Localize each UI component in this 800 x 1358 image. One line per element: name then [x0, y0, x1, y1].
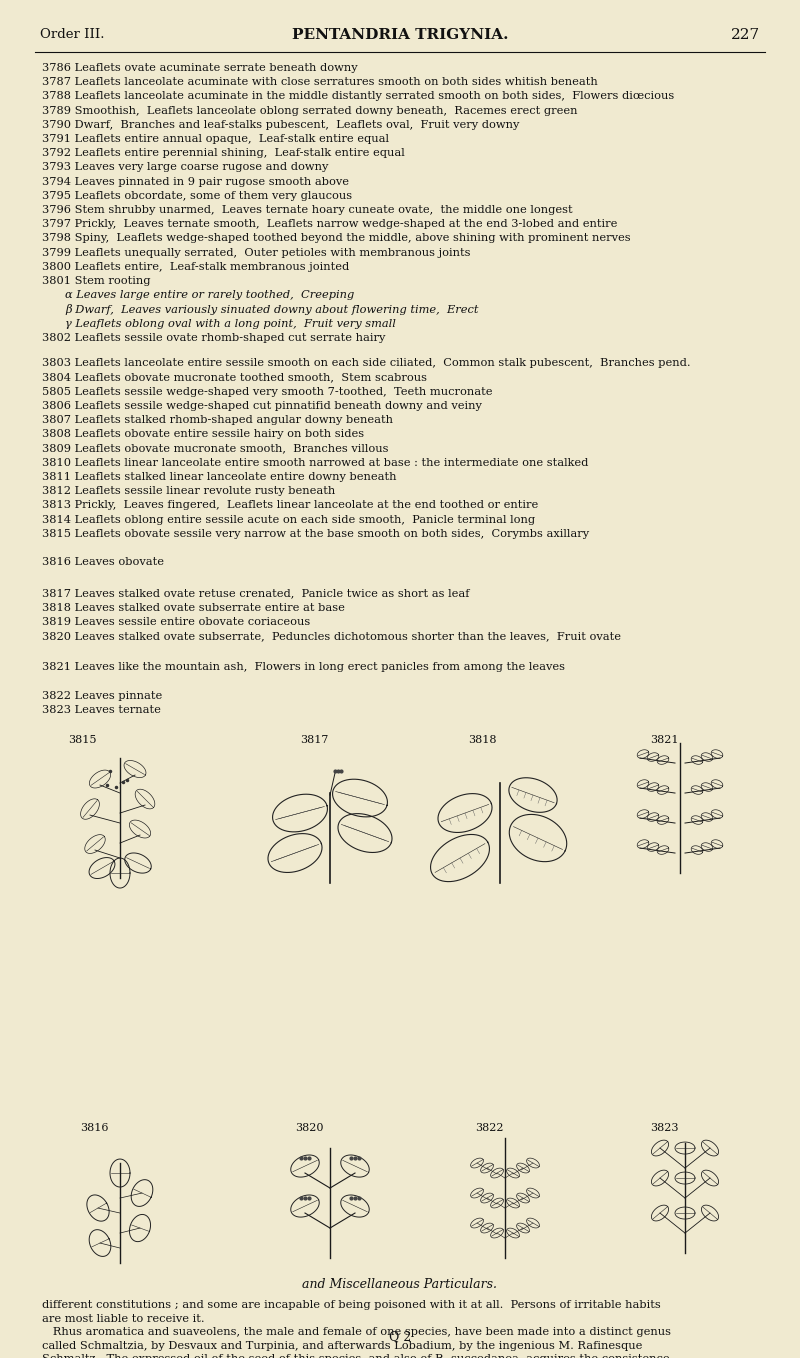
Text: 3801 Stem rooting: 3801 Stem rooting [42, 276, 150, 287]
Text: 3809 Leaflets obovate mucronate smooth,  Branches villous: 3809 Leaflets obovate mucronate smooth, … [42, 444, 389, 454]
Text: 3807 Leaflets stalked rhomb-shaped angular downy beneath: 3807 Leaflets stalked rhomb-shaped angul… [42, 416, 393, 425]
Text: Schmaltz.  The expressed oil of the seed of this species, and also of R. succeda: Schmaltz. The expressed oil of the seed … [42, 1354, 670, 1358]
Text: 3796 Stem shrubby unarmed,  Leaves ternate hoary cuneate ovate,  the middle one : 3796 Stem shrubby unarmed, Leaves ternat… [42, 205, 573, 215]
Text: 3813 Prickly,  Leaves fingered,  Leaflets linear lanceolate at the end toothed o: 3813 Prickly, Leaves fingered, Leaflets … [42, 500, 538, 511]
Text: 3792 Leaflets entire perennial shining,  Leaf-stalk entire equal: 3792 Leaflets entire perennial shining, … [42, 148, 405, 158]
Text: 3810 Leaflets linear lanceolate entire smooth narrowed at base : the intermediat: 3810 Leaflets linear lanceolate entire s… [42, 458, 588, 467]
Text: 3817: 3817 [300, 735, 328, 746]
Text: 3814 Leaflets oblong entire sessile acute on each side smooth,  Panicle terminal: 3814 Leaflets oblong entire sessile acut… [42, 515, 535, 524]
Text: 3803 Leaflets lanceolate entire sessile smooth on each side ciliated,  Common st: 3803 Leaflets lanceolate entire sessile … [42, 359, 690, 368]
Text: 3821: 3821 [650, 735, 678, 746]
Text: 3787 Leaflets lanceolate acuminate with close serratures smooth on both sides wh: 3787 Leaflets lanceolate acuminate with … [42, 77, 598, 87]
Text: 3816: 3816 [80, 1123, 109, 1133]
Text: 3797 Prickly,  Leaves ternate smooth,  Leaflets narrow wedge-shaped at the end 3: 3797 Prickly, Leaves ternate smooth, Lea… [42, 219, 618, 230]
Text: 3821 Leaves like the mountain ash,  Flowers in long erect panicles from among th: 3821 Leaves like the mountain ash, Flowe… [42, 663, 565, 672]
Text: 227: 227 [731, 29, 760, 42]
Text: 3804 Leaflets obovate mucronate toothed smooth,  Stem scabrous: 3804 Leaflets obovate mucronate toothed … [42, 372, 427, 383]
Text: 3815: 3815 [68, 735, 97, 746]
Text: 3818: 3818 [468, 735, 497, 746]
Text: different constitutions ; and some are incapable of being poisoned with it at al: different constitutions ; and some are i… [42, 1300, 661, 1310]
Text: 3808 Leaflets obovate entire sessile hairy on both sides: 3808 Leaflets obovate entire sessile hai… [42, 429, 364, 440]
Text: 3823 Leaves ternate: 3823 Leaves ternate [42, 705, 161, 714]
Text: α Leaves large entire or rarely toothed,  Creeping: α Leaves large entire or rarely toothed,… [65, 291, 354, 300]
Text: 3817 Leaves stalked ovate retuse crenated,  Panicle twice as short as leaf: 3817 Leaves stalked ovate retuse crenate… [42, 588, 470, 599]
Text: 3793 Leaves very large coarse rugose and downy: 3793 Leaves very large coarse rugose and… [42, 163, 328, 172]
Text: 3786 Leaflets ovate acuminate serrate beneath downy: 3786 Leaflets ovate acuminate serrate be… [42, 62, 358, 73]
Text: 5805 Leaflets sessile wedge-shaped very smooth 7-toothed,  Teeth mucronate: 5805 Leaflets sessile wedge-shaped very … [42, 387, 493, 397]
Text: 3802 Leaflets sessile ovate rhomb-shaped cut serrate hairy: 3802 Leaflets sessile ovate rhomb-shaped… [42, 333, 386, 342]
Text: are most liable to receive it.: are most liable to receive it. [42, 1313, 205, 1324]
Text: Order III.: Order III. [40, 29, 105, 41]
Text: PENTANDRIA TRIGYNIA.: PENTANDRIA TRIGYNIA. [292, 29, 508, 42]
Text: 3816 Leaves obovate: 3816 Leaves obovate [42, 557, 164, 568]
Text: called Schmaltzia, by Desvaux and Turpinia, and afterwards Lobadium, by the inge: called Schmaltzia, by Desvaux and Turpin… [42, 1340, 642, 1351]
Text: Rhus aromatica and suaveolens, the male and female of one species, have been mad: Rhus aromatica and suaveolens, the male … [42, 1327, 671, 1338]
Text: 3819 Leaves sessile entire obovate coriaceous: 3819 Leaves sessile entire obovate coria… [42, 617, 310, 627]
Text: 3788 Leaflets lanceolate acuminate in the middle distantly serrated smooth on bo: 3788 Leaflets lanceolate acuminate in th… [42, 91, 674, 102]
Text: 3795 Leaflets obcordate, some of them very glaucous: 3795 Leaflets obcordate, some of them ve… [42, 191, 352, 201]
Text: 3812 Leaflets sessile linear revolute rusty beneath: 3812 Leaflets sessile linear revolute ru… [42, 486, 335, 496]
Text: 3818 Leaves stalked ovate subserrate entire at base: 3818 Leaves stalked ovate subserrate ent… [42, 603, 345, 612]
Text: γ Leaflets oblong oval with a long point,  Fruit very small: γ Leaflets oblong oval with a long point… [65, 319, 396, 329]
Text: 3823: 3823 [650, 1123, 678, 1133]
Text: 3806 Leaflets sessile wedge-shaped cut pinnatifid beneath downy and veiny: 3806 Leaflets sessile wedge-shaped cut p… [42, 401, 482, 411]
Text: 3822: 3822 [475, 1123, 503, 1133]
Text: 3800 Leaflets entire,  Leaf-stalk membranous jointed: 3800 Leaflets entire, Leaf-stalk membran… [42, 262, 350, 272]
Text: 3815 Leaflets obovate sessile very narrow at the base smooth on both sides,  Cor: 3815 Leaflets obovate sessile very narro… [42, 528, 589, 539]
Text: 3820 Leaves stalked ovate subserrate,  Peduncles dichotomous shorter than the le: 3820 Leaves stalked ovate subserrate, Pe… [42, 631, 621, 641]
Text: β Dwarf,  Leaves variously sinuated downy about flowering time,  Erect: β Dwarf, Leaves variously sinuated downy… [65, 304, 478, 315]
Text: 3799 Leaflets unequally serrated,  Outer petioles with membranous joints: 3799 Leaflets unequally serrated, Outer … [42, 247, 470, 258]
Text: 3820: 3820 [295, 1123, 323, 1133]
Text: 3794 Leaves pinnated in 9 pair rugose smooth above: 3794 Leaves pinnated in 9 pair rugose sm… [42, 177, 349, 186]
Text: 3811 Leaflets stalked linear lanceolate entire downy beneath: 3811 Leaflets stalked linear lanceolate … [42, 473, 397, 482]
Text: and Miscellaneous Particulars.: and Miscellaneous Particulars. [302, 1278, 498, 1291]
Text: 3798 Spiny,  Leaflets wedge-shaped toothed beyond the middle, above shining with: 3798 Spiny, Leaflets wedge-shaped toothe… [42, 234, 630, 243]
Text: Q 2: Q 2 [389, 1329, 411, 1343]
Text: 3822 Leaves pinnate: 3822 Leaves pinnate [42, 691, 162, 701]
Text: 3789 Smoothish,  Leaflets lanceolate oblong serrated downy beneath,  Racemes ere: 3789 Smoothish, Leaflets lanceolate oblo… [42, 106, 578, 115]
Text: 3790 Dwarf,  Branches and leaf-stalks pubescent,  Leaflets oval,  Fruit very dow: 3790 Dwarf, Branches and leaf-stalks pub… [42, 120, 519, 130]
Text: 3791 Leaflets entire annual opaque,  Leaf-stalk entire equal: 3791 Leaflets entire annual opaque, Leaf… [42, 134, 389, 144]
